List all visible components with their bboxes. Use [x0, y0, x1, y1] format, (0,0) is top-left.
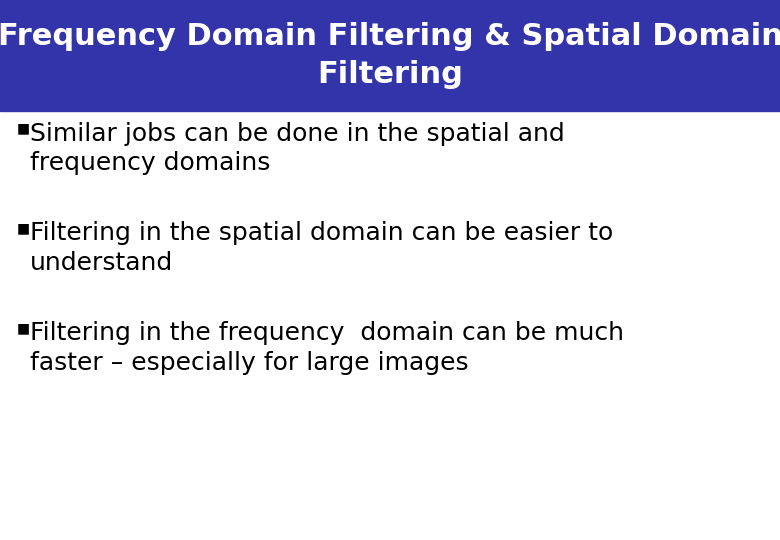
Text: ■: ■	[17, 321, 30, 335]
FancyBboxPatch shape	[0, 0, 780, 111]
Text: Filtering in the frequency  domain can be much
faster – especially for large ima: Filtering in the frequency domain can be…	[30, 321, 624, 375]
Text: ■: ■	[17, 221, 30, 235]
Text: Frequency Domain Filtering & Spatial Domain
Filtering: Frequency Domain Filtering & Spatial Dom…	[0, 22, 780, 89]
Text: Filtering in the spatial domain can be easier to
understand: Filtering in the spatial domain can be e…	[30, 221, 613, 275]
Text: Similar jobs can be done in the spatial and
frequency domains: Similar jobs can be done in the spatial …	[30, 122, 565, 175]
Text: ■: ■	[17, 122, 30, 136]
